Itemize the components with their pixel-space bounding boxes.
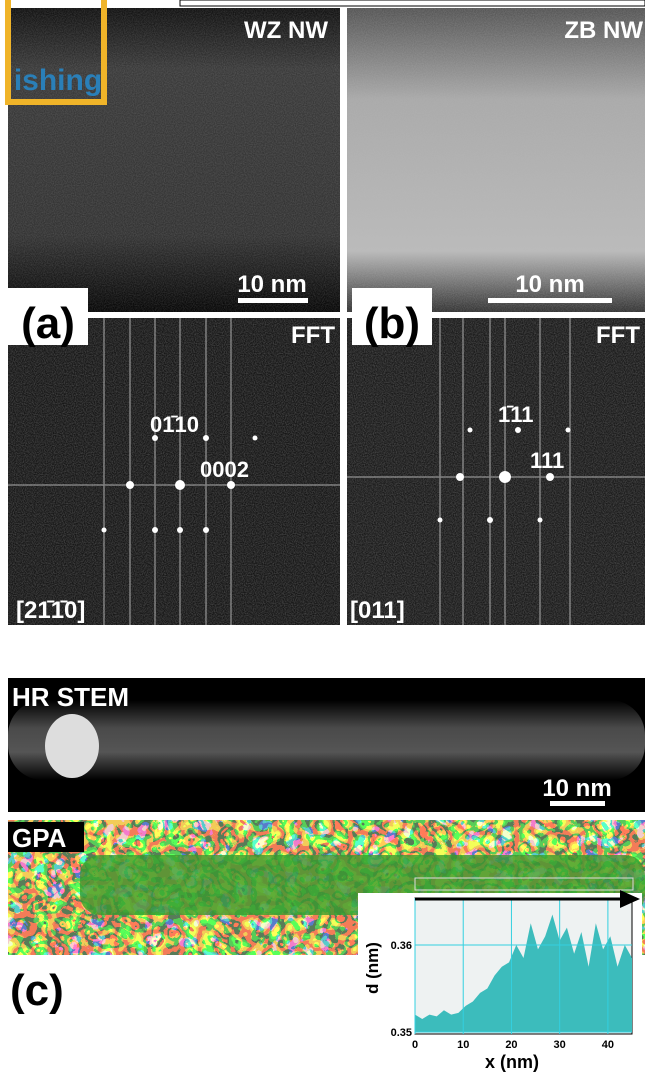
scale-bar-label: 10 nm	[237, 271, 306, 298]
fft-noise	[347, 318, 645, 625]
x-tick-label: 40	[602, 1039, 614, 1051]
spot-label: 111	[530, 448, 564, 473]
scale-bar	[238, 298, 308, 303]
image-texture	[8, 8, 340, 312]
nanowire	[8, 700, 645, 780]
x-tick-label: 30	[554, 1039, 566, 1051]
catalyst-particle	[45, 714, 99, 778]
x-axis-label: x (nm)	[485, 1052, 539, 1072]
y-tick-label: 0.35	[391, 1027, 412, 1039]
spot-label: 1̄11	[498, 402, 534, 427]
y-tick-label: 0.36	[391, 940, 412, 952]
x-tick-label: 20	[505, 1039, 517, 1051]
panel-label: (b)	[364, 299, 420, 348]
image-texture	[347, 8, 645, 312]
scale-bar-label: 10 nm	[515, 271, 584, 298]
stem-title: HR STEM	[12, 682, 129, 712]
logo-text: ishing	[14, 64, 102, 97]
zone-axis: [011]	[350, 597, 405, 624]
scale-bar	[488, 298, 612, 303]
image-title: ZB NW	[564, 17, 643, 44]
gpa-title: GPA	[12, 823, 67, 853]
x-tick-label: 0	[412, 1039, 418, 1051]
zone-axis: [21̄1̄0]	[16, 597, 85, 624]
fft-noise	[8, 318, 340, 625]
panel-label: (a)	[21, 299, 75, 348]
panel-label: (c)	[10, 966, 64, 1015]
fft-title: FFT	[596, 322, 640, 349]
figure: WZ NW 10 nm FFT 01̄10 0002 [21̄1̄0] (a) …	[0, 0, 645, 1080]
scale-bar-label: 10 nm	[542, 775, 611, 802]
x-tick-label: 10	[457, 1039, 469, 1051]
y-axis-label: d (nm)	[363, 942, 382, 994]
spot-label: 01̄10	[150, 412, 199, 437]
fft-title: FFT	[291, 322, 335, 349]
scale-bar	[550, 801, 605, 806]
image-title: WZ NW	[244, 17, 328, 44]
caption-box	[180, 0, 645, 6]
spot-label: 0002	[200, 457, 249, 482]
